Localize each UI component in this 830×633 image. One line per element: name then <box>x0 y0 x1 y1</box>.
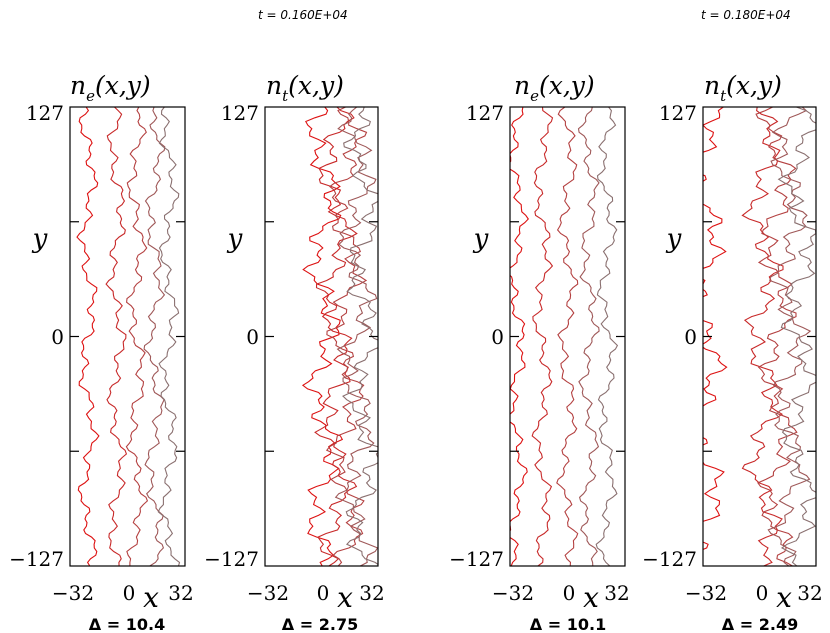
contour-lines <box>510 107 619 566</box>
panel-3-plot <box>509 106 626 567</box>
panel-2-xtick-mid: 0 <box>317 581 330 605</box>
contour-line <box>741 107 784 566</box>
contour-lines <box>76 107 181 566</box>
panel-4-xtick-mid: 0 <box>756 581 769 605</box>
panel-2-xtick-right: 32 <box>359 581 384 605</box>
panel-1-y-label: y <box>32 224 48 254</box>
panel-3-xtick-mid: 0 <box>563 581 576 605</box>
panel-4-plot <box>702 106 817 567</box>
contour-line <box>105 107 128 566</box>
contour-line <box>510 107 530 566</box>
panel-4-ytick-bottom: −127 <box>642 547 697 571</box>
contour-line <box>143 107 166 566</box>
panel-2-delta: Δ = 2.75 <box>282 615 358 633</box>
panel-2-title-main: n <box>266 71 282 100</box>
contour-line <box>325 107 368 566</box>
contour-line <box>755 107 798 566</box>
panel-3-title-sub: e <box>530 87 539 105</box>
panel-2-plot <box>264 106 379 567</box>
panel-4-title: nt(x,y) <box>704 71 782 105</box>
panel-3-title-args: (x,y) <box>539 71 595 100</box>
panel-2-title-args: (x,y) <box>288 71 344 100</box>
contour-line <box>157 107 181 566</box>
panel-2-title-sub: t <box>282 87 289 105</box>
contour-line <box>767 107 812 566</box>
panel-2-xtick-left: −32 <box>247 581 289 605</box>
contour-line <box>556 107 579 566</box>
panel-2-title: nt(x,y) <box>266 71 344 105</box>
panel-4-xtick-left: −32 <box>685 581 727 605</box>
panel-2-ytick-bottom: −127 <box>204 547 259 571</box>
panel-4-title-main: n <box>704 71 720 100</box>
contour-line <box>577 107 600 566</box>
panel-1-x-label: x <box>143 581 159 614</box>
panel-1-ytick-mid: 0 <box>51 325 64 349</box>
panel-3-delta: Δ = 10.1 <box>530 615 606 633</box>
contour-line <box>531 107 554 566</box>
panel-3-y-label: y <box>473 224 489 254</box>
panel-4-ytick-mid: 0 <box>684 325 697 349</box>
panel-4-x-label: x <box>776 581 792 614</box>
panel-3-ytick-mid: 0 <box>491 325 504 349</box>
panel-2-ytick-top: 127 <box>221 101 259 125</box>
panel-3: ne(x,y) 127 0 −127 y −32 0 x 32 Δ = 10.1 <box>449 71 630 633</box>
contour-line <box>334 107 378 566</box>
panel-3-title-main: n <box>514 71 530 100</box>
panel-1: ne(x,y) 127 0 −127 y −32 0 x 32 Δ = 10.4 <box>9 71 194 633</box>
panel-2-y-label: y <box>227 224 243 254</box>
panel-4-title-sub: t <box>720 87 727 105</box>
panel-4-title-args: (x,y) <box>726 71 782 100</box>
time-label-left: t = 0.160E+04 <box>258 8 348 22</box>
contour-line <box>595 107 619 566</box>
panel-3-ytick-top: 127 <box>466 101 504 125</box>
panel-2-x-label: x <box>337 581 353 614</box>
panel-4-ytick-top: 127 <box>659 101 697 125</box>
contour-line <box>125 107 149 566</box>
panel-4-y-label: y <box>666 224 682 254</box>
panel-1-xtick-left: −32 <box>52 581 94 605</box>
plot-frame <box>509 106 626 567</box>
panel-2-ytick-mid: 0 <box>246 325 259 349</box>
panel-4: nt(x,y) 127 0 −127 y −32 0 x 32 Δ = 2.49 <box>642 71 823 633</box>
panel-3-xtick-right: 32 <box>604 581 629 605</box>
contour-line <box>76 107 100 566</box>
panel-4-delta: Δ = 2.49 <box>722 615 798 633</box>
panel-1-title: ne(x,y) <box>70 71 151 105</box>
panel-1-plot <box>69 106 186 567</box>
panel-2: nt(x,y) 127 0 −127 y −32 0 x 32 Δ = 2.75 <box>204 71 385 633</box>
time-label-right: t = 0.180E+04 <box>701 8 791 22</box>
panel-1-ytick-bottom: −127 <box>9 547 64 571</box>
contour-line <box>777 107 816 566</box>
panel-3-ytick-bottom: −127 <box>449 547 504 571</box>
panel-1-ytick-top: 127 <box>26 101 64 125</box>
contour-line <box>301 107 344 566</box>
panel-3-xtick-left: −32 <box>492 581 534 605</box>
panel-3-x-label: x <box>583 581 599 614</box>
panel-1-title-args: (x,y) <box>95 71 151 100</box>
panel-1-xtick-mid: 0 <box>123 581 136 605</box>
panel-1-delta: Δ = 10.4 <box>89 615 165 633</box>
contour-line <box>314 107 358 566</box>
panel-1-title-main: n <box>70 71 86 100</box>
panel-4-xtick-right: 32 <box>797 581 822 605</box>
panel-1-title-sub: e <box>86 87 95 105</box>
panel-3-title: ne(x,y) <box>514 71 595 105</box>
panel-1-xtick-right: 32 <box>168 581 193 605</box>
